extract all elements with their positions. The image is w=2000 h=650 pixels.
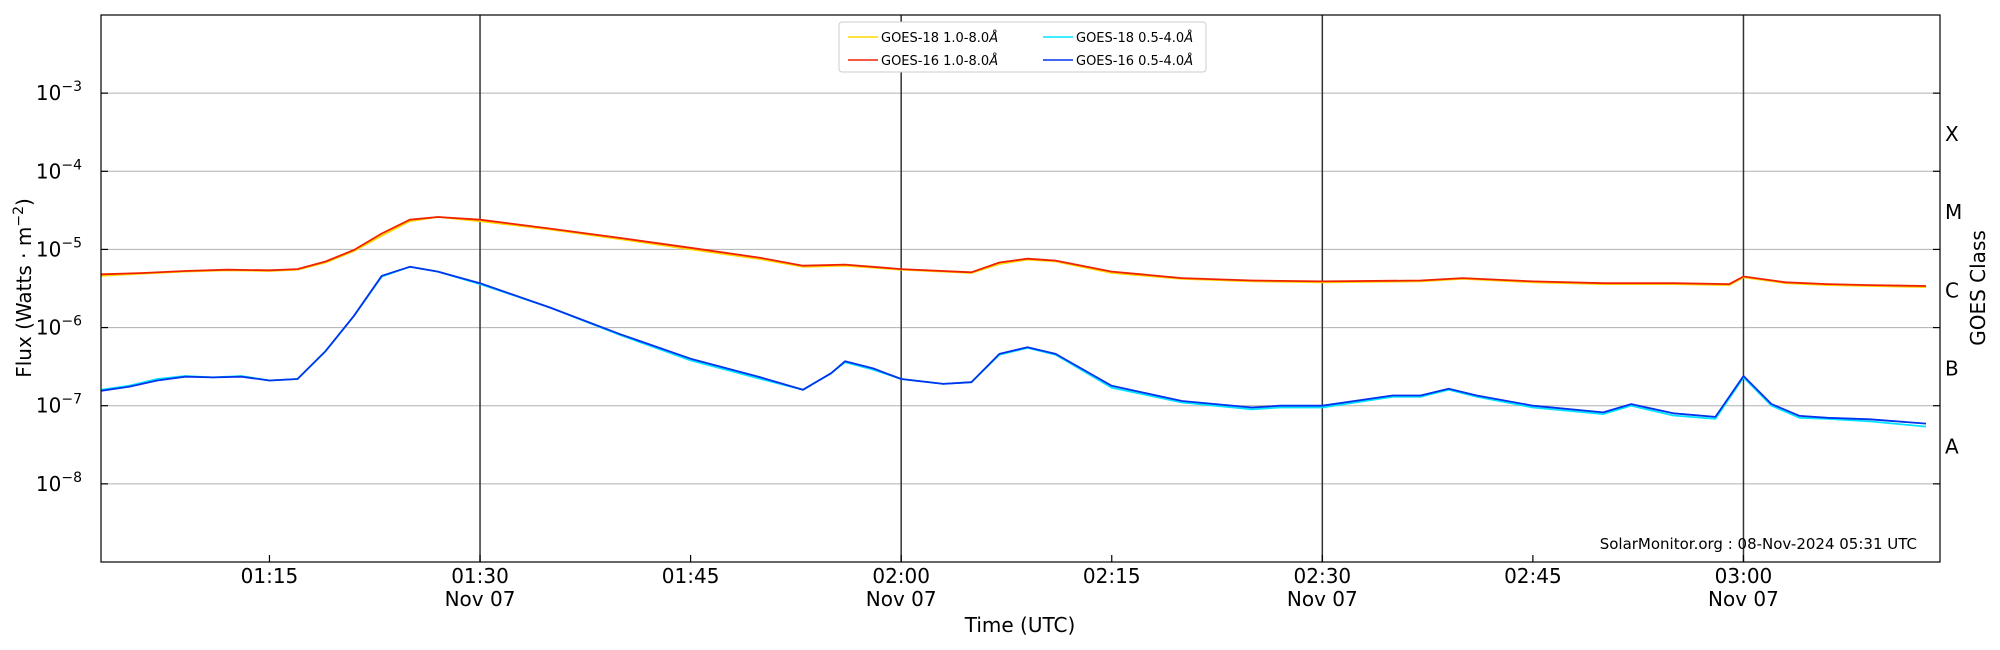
series-lines [100, 216, 1927, 428]
goes-class-b-label: B [1945, 356, 1959, 380]
series-line-goes-16-0-5-4-0 [100, 265, 1927, 425]
y-tick-label: 10−3 [36, 79, 82, 105]
y-axis-ticks: 10−810−710−610−510−410−3 [36, 79, 1940, 496]
legend-box [838, 21, 1207, 73]
y-tick-label: 10−4 [36, 157, 82, 183]
legend-label: GOES-18 1.0-8.0Å [881, 30, 998, 46]
goes-class-c-label: C [1945, 278, 1959, 302]
goes-class-m-label: M [1945, 200, 1962, 224]
x-axis-label: Time (UTC) [964, 613, 1076, 637]
y-tick-exponent: −8 [61, 470, 82, 486]
y-axis-label: Flux (Watts · m−2) [11, 198, 36, 378]
x-tick-date-label: Nov 07 [445, 587, 516, 611]
y-tick-base: 10 [36, 316, 61, 340]
x-tick-label: 01:45 [662, 564, 720, 588]
y-tick-exponent: −5 [61, 235, 82, 251]
y-tick-label: 10−6 [36, 314, 82, 340]
legend-label: GOES-16 0.5-4.0Å [1076, 53, 1193, 69]
y-tick-base: 10 [36, 159, 61, 183]
x-tick-label: 02:00 [872, 564, 930, 588]
y-axis-label-exponent: −2 [11, 206, 27, 227]
y-tick-exponent: −4 [61, 157, 82, 173]
y-tick-base: 10 [36, 81, 61, 105]
goes-class-labels: A B C M X [1945, 122, 1962, 459]
y-tick-label: 10−7 [36, 392, 82, 418]
y-axis-label-close: ) [12, 198, 36, 206]
y-axis-label-main: Flux (Watts · m [12, 227, 36, 378]
legend-label: GOES-16 1.0-8.0Å [881, 53, 998, 69]
x-tick-date-label: Nov 07 [1708, 587, 1779, 611]
y-tick-exponent: −6 [61, 314, 82, 330]
goes-class-a-label: A [1945, 435, 1959, 459]
x-tick-label: 03:00 [1715, 564, 1773, 588]
x-tick-label: 02:30 [1294, 564, 1352, 588]
x-tick-label: 01:15 [241, 564, 299, 588]
y-tick-base: 10 [36, 237, 61, 261]
y-tick-exponent: −3 [61, 79, 82, 95]
grid-lines [101, 92, 1940, 485]
goes-class-axis-label: GOES Class [1966, 230, 1990, 346]
plot-frame [100, 14, 1941, 563]
credit-text: SolarMonitor.org : 08-Nov-2024 05:31 UTC [1600, 535, 1917, 553]
y-tick-base: 10 [36, 472, 61, 496]
y-tick-exponent: −7 [61, 392, 82, 408]
legend: GOES-18 1.0-8.0Å GOES-18 0.5-4.0Å GOES-16 … [838, 21, 1207, 73]
y-tick-base: 10 [36, 394, 61, 418]
y-tick-label: 10−8 [36, 470, 82, 496]
x-tick-label: 02:45 [1504, 564, 1562, 588]
x-tick-label: 01:30 [451, 564, 509, 588]
x-tick-date-label: Nov 07 [866, 587, 937, 611]
x-tick-date-label: Nov 07 [1287, 587, 1358, 611]
day-marker-lines [479, 15, 1745, 562]
legend-label: GOES-18 0.5-4.0Å [1076, 30, 1193, 46]
goes-class-x-label: X [1945, 122, 1959, 146]
series-line-goes-16-1-0-8-0 [100, 216, 1927, 287]
y-tick-label: 10−5 [36, 235, 82, 261]
x-tick-label: 02:15 [1083, 564, 1141, 588]
